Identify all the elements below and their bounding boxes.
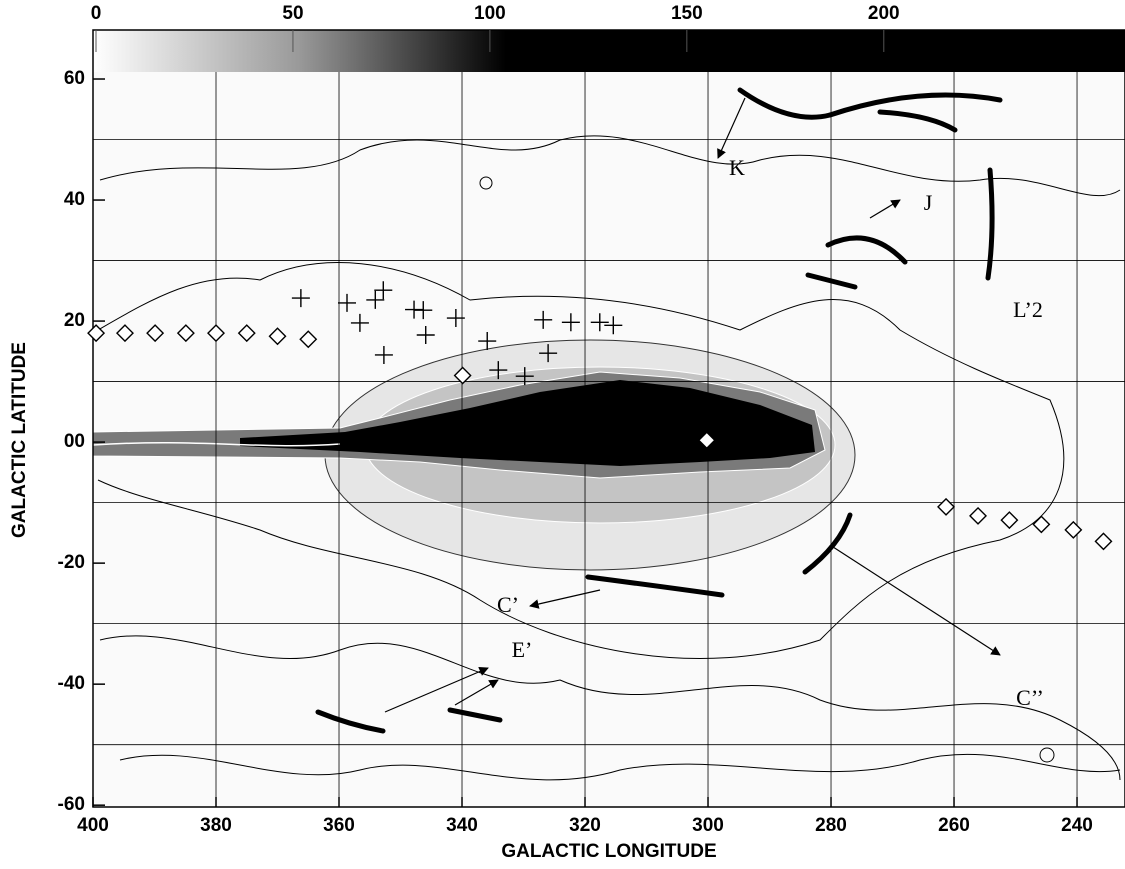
colorbar-tick-label: 50 xyxy=(282,3,303,24)
chart: GALACTIC LONGITUDE GALACTIC LATITUDE 0 50… xyxy=(0,0,1125,869)
annotation: E’ xyxy=(512,637,533,662)
y-tick-label: 00 xyxy=(64,431,85,452)
y-axis-title: GALACTIC LATITUDE xyxy=(9,342,30,538)
x-axis-title: GALACTIC LONGITUDE xyxy=(501,841,716,862)
annotation: L’2 xyxy=(1013,297,1043,322)
x-tick-label: 300 xyxy=(692,815,724,836)
x-tick-label: 320 xyxy=(569,815,601,836)
annotation: C’ xyxy=(497,592,519,617)
colorbar-tick-label: 0 xyxy=(91,3,102,24)
x-tick-label: 280 xyxy=(815,815,847,836)
page: {"colorbar": {"lim": [0, 262], "ticks": … xyxy=(0,0,1125,869)
y-tick-label: -60 xyxy=(58,794,85,815)
annotation: C’’ xyxy=(1016,685,1044,710)
y-tick-label: -40 xyxy=(58,673,85,694)
colorbar-tick-label: 200 xyxy=(868,3,900,24)
x-tick-label: 260 xyxy=(938,815,970,836)
y-tick-label: 40 xyxy=(64,189,85,210)
colorbar-tick-label: 150 xyxy=(671,3,703,24)
y-tick-label: 60 xyxy=(64,68,85,89)
x-tick-label: 380 xyxy=(200,815,232,836)
x-tick-label: 400 xyxy=(77,815,109,836)
annotation: K xyxy=(729,155,745,180)
x-tick-label: 340 xyxy=(446,815,478,836)
colorbar xyxy=(93,30,1125,72)
x-tick-label: 360 xyxy=(323,815,355,836)
y-tick-label: 20 xyxy=(64,310,85,331)
y-tick-label: -20 xyxy=(58,552,85,573)
x-tick-label: 240 xyxy=(1061,815,1093,836)
annotation: J xyxy=(924,190,933,215)
colorbar-tick-label: 100 xyxy=(474,3,506,24)
